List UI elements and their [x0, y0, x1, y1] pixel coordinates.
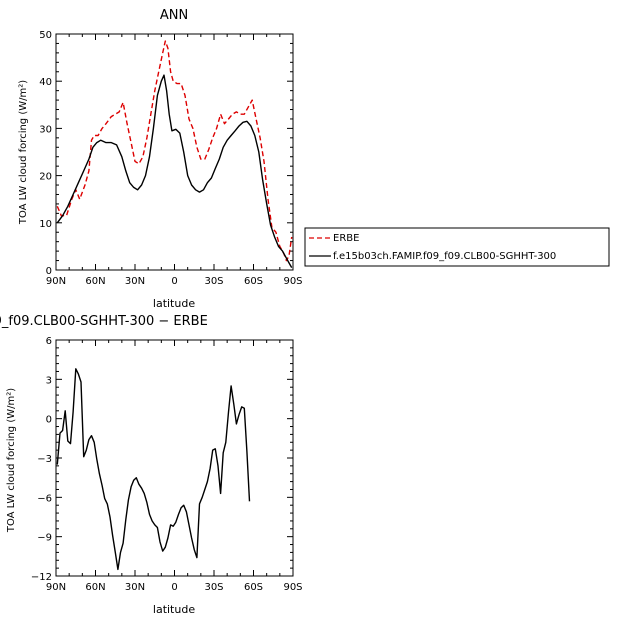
- bottom-x-tick-label: 30S: [204, 582, 223, 593]
- bottom-x-tick-label: 60N: [85, 582, 105, 593]
- top-series-line-erbe: [56, 40, 293, 262]
- top-x-tick-label: 90S: [283, 276, 302, 287]
- top-x-tick-label: 30S: [204, 276, 223, 287]
- top-x-tick-label: 60S: [244, 276, 263, 287]
- top-chart-title: ANN: [160, 8, 188, 23]
- top-series-line-model: [56, 74, 293, 268]
- top-y-tick-label: 0: [46, 266, 52, 277]
- top-x-tick-label: 90N: [46, 276, 66, 287]
- bottom-x-tick-label: 90N: [46, 582, 66, 593]
- top-y-tick-label: 50: [39, 30, 52, 41]
- legend-box: [304, 227, 610, 267]
- bottom-x-tick-label: 90S: [283, 582, 302, 593]
- top-x-tick-label: 60N: [85, 276, 105, 287]
- bottom-y-tick-label: −3: [37, 454, 52, 465]
- top-axis-ticks: 90N 60N 30N 0 30S 60S 90S 0 10 20 30 40 50: [39, 30, 302, 287]
- bottom-y-tick-label: −6: [37, 493, 52, 504]
- bottom-x-tick-label: 60S: [244, 582, 263, 593]
- top-y-axis-label: TOA LW cloud forcing (W/m²): [18, 80, 29, 225]
- bottom-y-tick-label: 6: [46, 336, 52, 347]
- bottom-y-tick-label: −12: [31, 572, 52, 583]
- top-y-tick-label: 30: [39, 124, 52, 135]
- bottom-series-line-difference: [56, 368, 251, 571]
- bottom-y-tick-label: 3: [46, 375, 52, 386]
- bottom-x-tick-label: 30N: [125, 582, 145, 593]
- top-series-lines: [56, 40, 293, 268]
- bottom-y-tick-label: 0: [46, 415, 52, 426]
- legend: ERBE f.e15b03ch.FAMIP.f09_f09.CLB00-SGHH…: [304, 227, 610, 267]
- top-x-tick-label: 30N: [125, 276, 145, 287]
- bottom-chart-title: f.e15b03ch.FAMIP.f09_f09.CLB00-SGHHT-300…: [0, 314, 208, 329]
- bottom-plot-frame: [55, 339, 294, 577]
- bottom-axis-ticks: 90N 60N 30N 0 30S 60S 90S −12 −9 −6 −3 0 3 6: [31, 336, 303, 593]
- bottom-series-lines: [56, 368, 251, 571]
- top-x-axis-label: latitude: [153, 297, 195, 310]
- bottom-x-tick-label: 0: [171, 582, 177, 593]
- top-y-tick-label: 20: [39, 172, 52, 183]
- bottom-y-axis-label: TOA LW cloud forcing (W/m²): [6, 388, 17, 533]
- legend-model-label: f.e15b03ch.FAMIP.f09_f09.CLB00-SGHHT-300: [333, 251, 556, 262]
- bottom-x-axis-label: latitude: [153, 603, 195, 616]
- top-x-tick-label: 0: [171, 276, 177, 287]
- bottom-y-tick-label: −9: [37, 533, 52, 544]
- top-y-tick-label: 40: [39, 77, 52, 88]
- top-y-tick-label: 10: [39, 219, 52, 230]
- legend-erbe-label: ERBE: [333, 233, 359, 244]
